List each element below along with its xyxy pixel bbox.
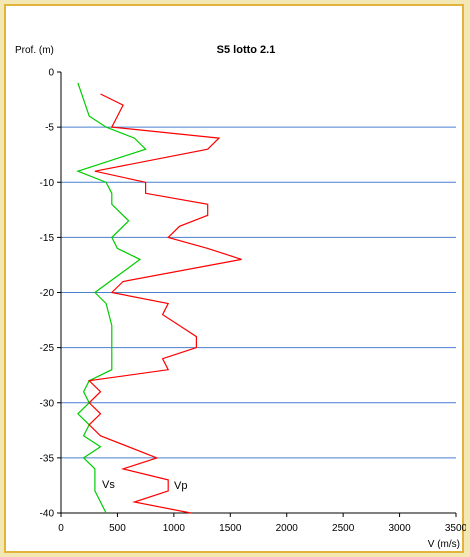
annotation-vp: Vp (174, 480, 187, 492)
y-tick-label: -20 (40, 288, 55, 299)
x-tick-label: 3500 (445, 523, 466, 534)
series-line-vp (87, 93, 242, 514)
chart-title: S5 lotto 2.1 (217, 44, 276, 56)
y-tick-label: -15 (40, 233, 55, 244)
x-tick-label: 2000 (276, 523, 299, 534)
y-tick-label: 0 (48, 68, 54, 79)
y-axis-label: Prof. (m) (15, 45, 54, 56)
y-tick-label: -25 (40, 343, 55, 354)
y-tick-label: -30 (40, 398, 55, 409)
y-tick-label: -5 (45, 123, 54, 134)
y-tick-label: -35 (40, 453, 55, 464)
x-axis-label: V (m/s) (428, 539, 460, 550)
y-tick-label: -40 (40, 509, 55, 520)
annotation-vs: Vs (102, 479, 115, 491)
x-tick-label: 500 (109, 523, 126, 534)
x-tick-label: 3000 (388, 523, 411, 534)
series-line-vs (76, 82, 147, 514)
depth-velocity-chart: S5 lotto 2.1 Prof. (m) V (m/s) 0 -5 -10 -15… (15, 44, 466, 550)
x-tick-label: 1000 (163, 523, 186, 534)
plot-area: 0-5-10-15-20-25-30-35-400 500 1000 1500 2000… (40, 68, 466, 535)
x-tick-label: 0 (58, 523, 64, 534)
x-tick-label: 1500 (219, 523, 242, 534)
y-tick-label: -10 (40, 178, 55, 189)
x-tick-label: 2500 (332, 523, 355, 534)
chart-frame: S5 lotto 2.1 Prof. (m) V (m/s) 0 -5 -10 -15… (4, 4, 466, 553)
